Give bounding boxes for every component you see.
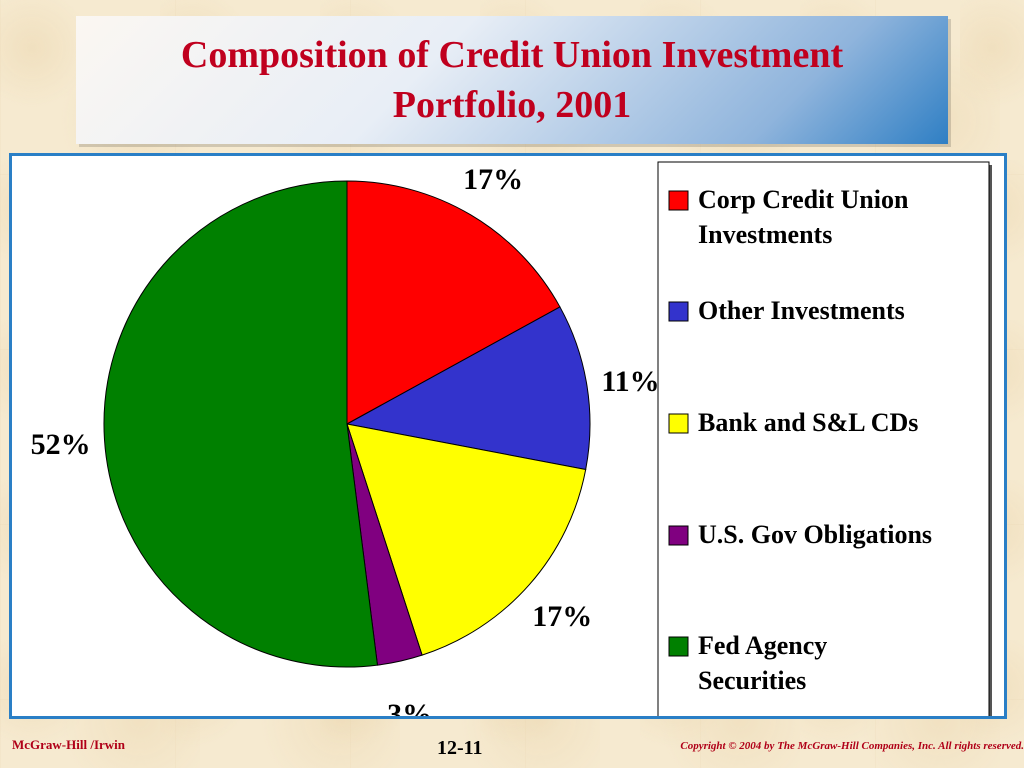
legend-label: Bank and S&L CDs — [698, 408, 918, 437]
legend-swatch — [668, 301, 689, 322]
pie-slice — [346, 423, 587, 656]
slice-percent-label: 17% — [463, 163, 523, 196]
slide-title: Composition of Credit Union Investment P… — [180, 34, 844, 126]
legend-label: Investments — [698, 220, 832, 249]
legend-label: Corp Credit Union — [698, 185, 909, 214]
pie-slice — [345, 306, 591, 471]
legend-swatch — [668, 413, 689, 434]
legend-label: Other Investments — [698, 296, 905, 325]
copyright-notice: Copyright © 2004 by The McGraw-Hill Comp… — [680, 740, 1024, 752]
legend-swatch — [668, 190, 689, 211]
chart-frame: 17% 11% 17% 3% 52% Corp Credit Union Investmen… — [9, 153, 1007, 719]
legend-swatch — [668, 636, 689, 657]
publisher-label: McGraw-Hill /Irwin — [12, 737, 126, 752]
title-banner: Composition of Credit Union Investment P… — [76, 16, 948, 144]
slice-percent-label: 17% — [532, 600, 592, 633]
pie-slice — [103, 180, 379, 668]
legend-label: Fed Agency — [698, 631, 827, 660]
pie-chart: 17% 11% 17% 3% 52% Corp Credit Union Investmen… — [31, 161, 992, 716]
legend-swatch — [668, 525, 689, 546]
slice-percent-label: 52% — [31, 428, 91, 461]
slice-percent-label: 11% — [601, 365, 659, 398]
pie-slice — [346, 180, 561, 425]
legend-label: Securities — [698, 666, 806, 695]
page-number: 12-11 — [437, 737, 483, 759]
legend-label: U.S. Gov Obligations — [698, 520, 932, 549]
legend-box — [657, 161, 990, 716]
slice-percent-label: 3% — [387, 698, 432, 716]
